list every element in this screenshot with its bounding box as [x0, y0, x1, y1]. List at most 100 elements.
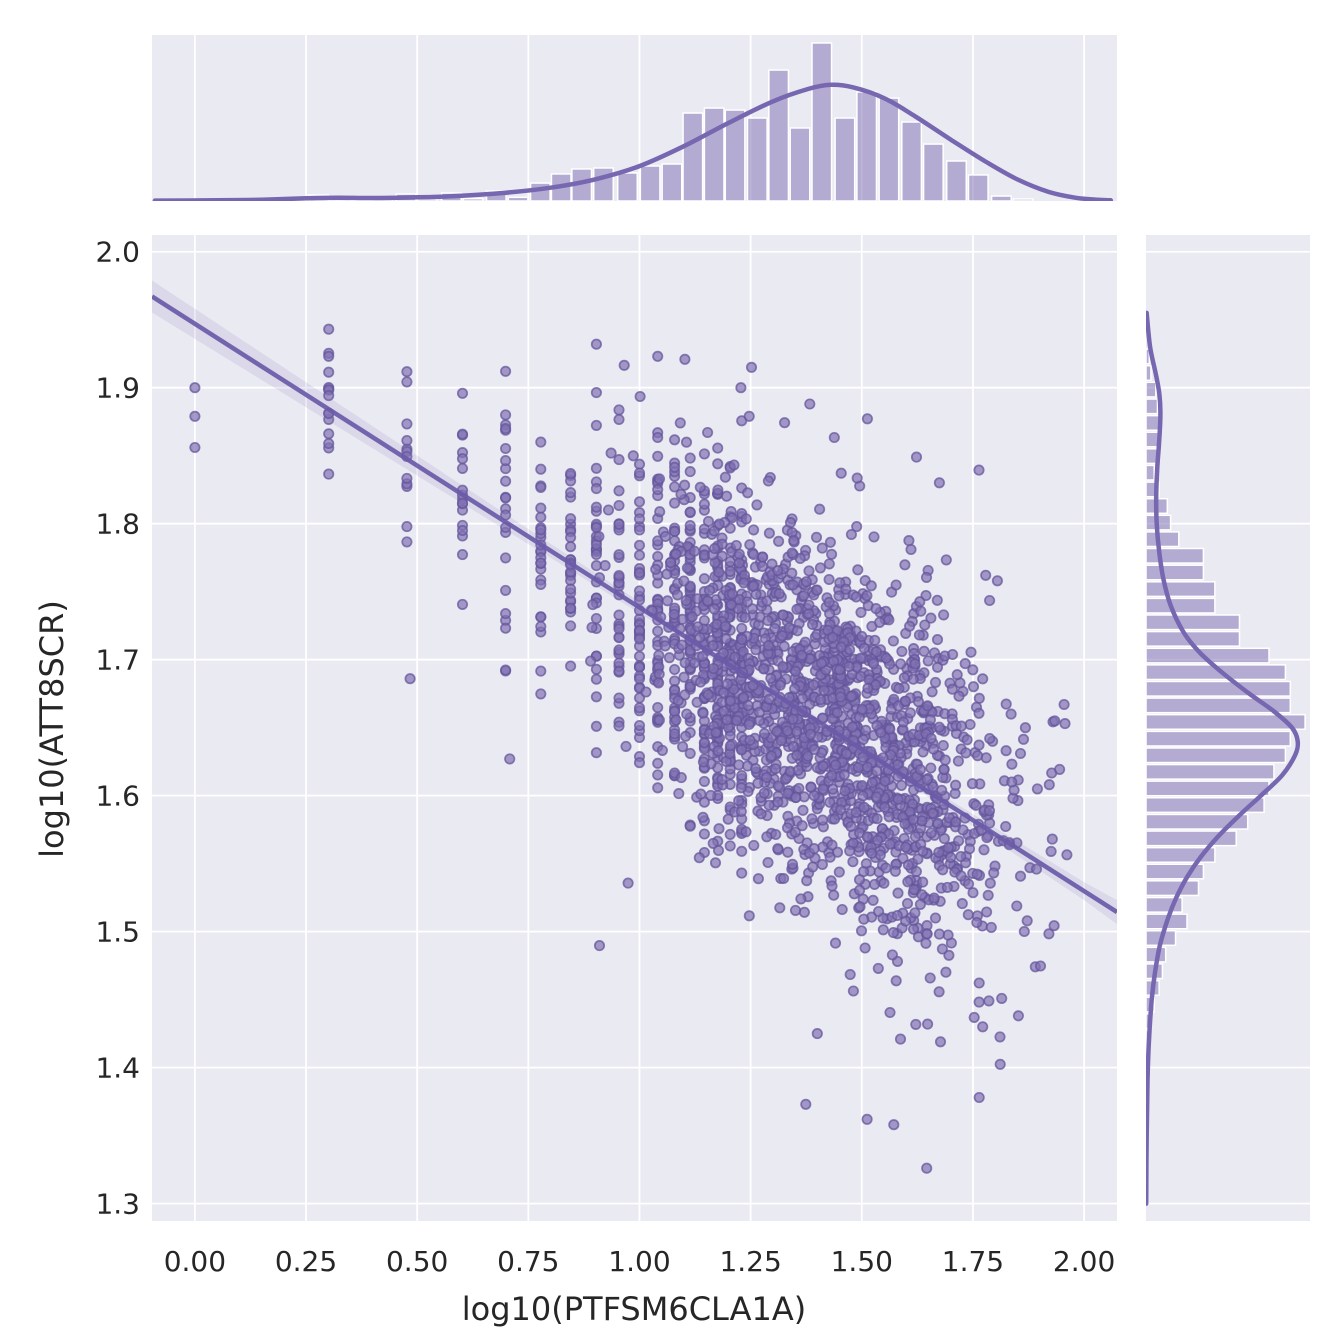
- hist-bar: [592, 167, 614, 201]
- scatter-point: [1014, 747, 1027, 760]
- scatter-point: [535, 557, 547, 569]
- scatter-point: [773, 535, 785, 547]
- scatter-point: [983, 805, 996, 817]
- scatter-point: [884, 1006, 896, 1019]
- scatter-point: [921, 928, 933, 940]
- scatter-point: [880, 862, 892, 874]
- scatter-point: [797, 804, 809, 816]
- scatter-point: [982, 889, 994, 901]
- scatter-point: [702, 515, 715, 527]
- scatter-point: [843, 661, 855, 673]
- scatter-point: [782, 846, 794, 858]
- scatter-point: [963, 878, 975, 890]
- scatter-point: [684, 506, 696, 518]
- scatter-point: [765, 672, 777, 684]
- scatter-point: [456, 549, 469, 561]
- scatter-point: [613, 549, 625, 561]
- hist-bar: [811, 42, 833, 201]
- scatter-point: [862, 682, 874, 694]
- scatter-point: [953, 835, 965, 847]
- scatter-point: [816, 858, 828, 871]
- scatter-point: [787, 713, 799, 725]
- scatter-point: [806, 618, 819, 631]
- scatter-point: [661, 595, 674, 607]
- scatter-point: [762, 615, 774, 627]
- scatter-point: [786, 567, 798, 579]
- scatter-point: [940, 966, 952, 978]
- scatter-point: [850, 806, 862, 818]
- scatter-point: [633, 549, 646, 561]
- scatter-point: [535, 578, 547, 590]
- scatter-point: [456, 387, 469, 399]
- hist-bar: [1146, 713, 1306, 730]
- scatter-point: [613, 404, 625, 416]
- scatter-point: [652, 431, 664, 444]
- scatter-point: [909, 831, 921, 843]
- scatter-point: [669, 461, 681, 473]
- scatter-point: [903, 535, 915, 547]
- scatter-point: [1045, 845, 1057, 857]
- scatter-point: [914, 764, 926, 776]
- scatter-point: [907, 923, 920, 935]
- scatter-point: [697, 756, 709, 768]
- scatter-point: [829, 813, 841, 825]
- scatter-point: [811, 1028, 823, 1040]
- scatter-point: [590, 720, 602, 732]
- scatter-point: [891, 909, 903, 922]
- scatter-point: [830, 759, 842, 771]
- scatter-point: [652, 484, 664, 496]
- scatter-point: [913, 629, 925, 641]
- regression-line: [152, 294, 1117, 914]
- scatter-point: [703, 584, 716, 596]
- scatter-point: [826, 880, 838, 892]
- scatter-point: [590, 387, 602, 399]
- scatter-point: [684, 452, 696, 464]
- scatter-point: [713, 566, 725, 578]
- scatter-point: [889, 865, 901, 877]
- scatter-point: [716, 773, 728, 786]
- scatter-point: [1048, 920, 1060, 932]
- scatter-point: [1031, 783, 1043, 795]
- scatter-point: [927, 743, 940, 755]
- scatter-point: [967, 887, 979, 899]
- scatter-point: [924, 972, 936, 984]
- scatter-point: [733, 548, 745, 560]
- y-tick-label: 1.5: [95, 916, 140, 949]
- scatter-point: [870, 791, 882, 803]
- scatter-point: [1017, 733, 1030, 745]
- scatter-point: [823, 558, 835, 570]
- scatter-point: [652, 350, 664, 362]
- hist-bar: [1146, 564, 1205, 581]
- scatter-point: [827, 631, 839, 643]
- scatter-point: [936, 943, 948, 955]
- scatter-point: [870, 646, 882, 658]
- scatter-point: [673, 788, 685, 800]
- scatter-point: [861, 1113, 873, 1125]
- scatter-point: [593, 940, 606, 952]
- scatter-point: [697, 707, 709, 719]
- scatter-point: [929, 676, 942, 688]
- scatter-point: [900, 695, 912, 707]
- scatter-point: [675, 772, 687, 784]
- scatter-point: [724, 565, 736, 577]
- scatter-point: [892, 793, 904, 805]
- scatter-point: [880, 652, 892, 664]
- scatter-point: [633, 661, 646, 673]
- scatter-point: [980, 569, 992, 581]
- scatter-point: [456, 453, 469, 465]
- scatter-point: [962, 909, 974, 921]
- scatter-point: [323, 437, 335, 450]
- scatter-point: [535, 611, 547, 623]
- scatter-point: [565, 468, 577, 480]
- scatter-point: [937, 739, 949, 752]
- scatter-point: [859, 942, 871, 954]
- scatter-point: [741, 596, 753, 608]
- hist-bar: [1146, 813, 1249, 830]
- scatter-point: [973, 707, 985, 719]
- scatter-point: [653, 649, 665, 661]
- scatter-point: [942, 842, 954, 854]
- scatter-point: [933, 477, 945, 489]
- scatter-point: [950, 779, 962, 791]
- scatter-point: [909, 907, 921, 919]
- scatter-point: [736, 867, 748, 879]
